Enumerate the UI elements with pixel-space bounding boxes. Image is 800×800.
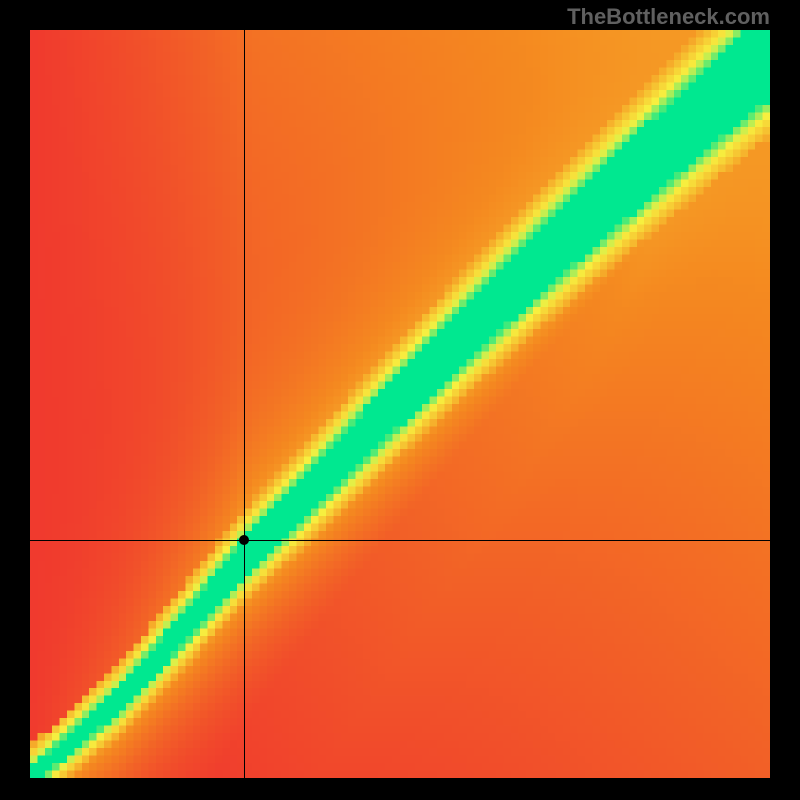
frame-bottom [0,778,800,800]
frame-left [0,0,30,800]
frame-right [770,0,800,800]
bottleneck-heatmap [30,30,770,778]
crosshair-vertical [244,30,245,778]
crosshair-dot [239,535,249,545]
crosshair-horizontal [30,540,770,541]
watermark-text: TheBottleneck.com [567,4,770,30]
